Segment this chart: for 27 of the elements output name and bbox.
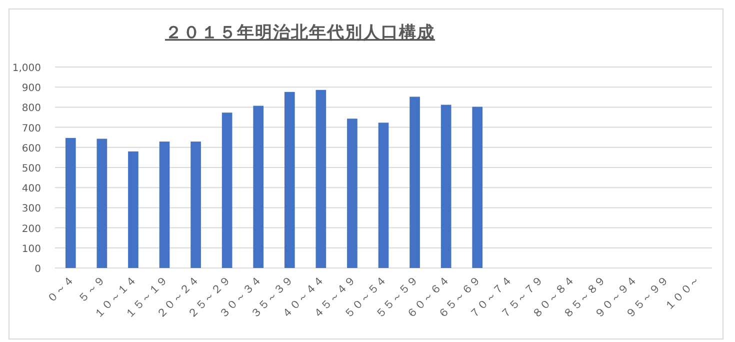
bar (472, 106, 483, 268)
bar (253, 106, 264, 268)
y-tick-label: 700 (22, 123, 41, 134)
bar (128, 151, 138, 268)
bar (222, 112, 232, 268)
y-tick-label: 900 (22, 83, 41, 94)
bar (316, 90, 326, 268)
x-tick-label: ０～４ (44, 272, 77, 306)
bar (284, 92, 295, 268)
bar (378, 122, 389, 268)
y-tick-label: 200 (22, 224, 41, 235)
bar (96, 138, 108, 268)
bar (190, 142, 201, 268)
y-tick-label: 400 (22, 184, 41, 195)
bar (440, 104, 452, 268)
y-tick-label: 100 (22, 244, 41, 255)
y-tick-label: 0 (34, 264, 41, 275)
y-tick-label: 1,000 (12, 63, 41, 74)
bar (410, 96, 420, 268)
y-tick-label: 600 (22, 143, 41, 154)
bar (65, 138, 76, 268)
bar (159, 142, 170, 268)
y-tick-label: 500 (22, 164, 41, 174)
y-tick-label: 800 (22, 103, 41, 114)
y-tick-label: 300 (22, 204, 41, 215)
bar (347, 118, 358, 268)
chart-title: ２０１５年明治北年代別人口構成 (165, 23, 435, 43)
